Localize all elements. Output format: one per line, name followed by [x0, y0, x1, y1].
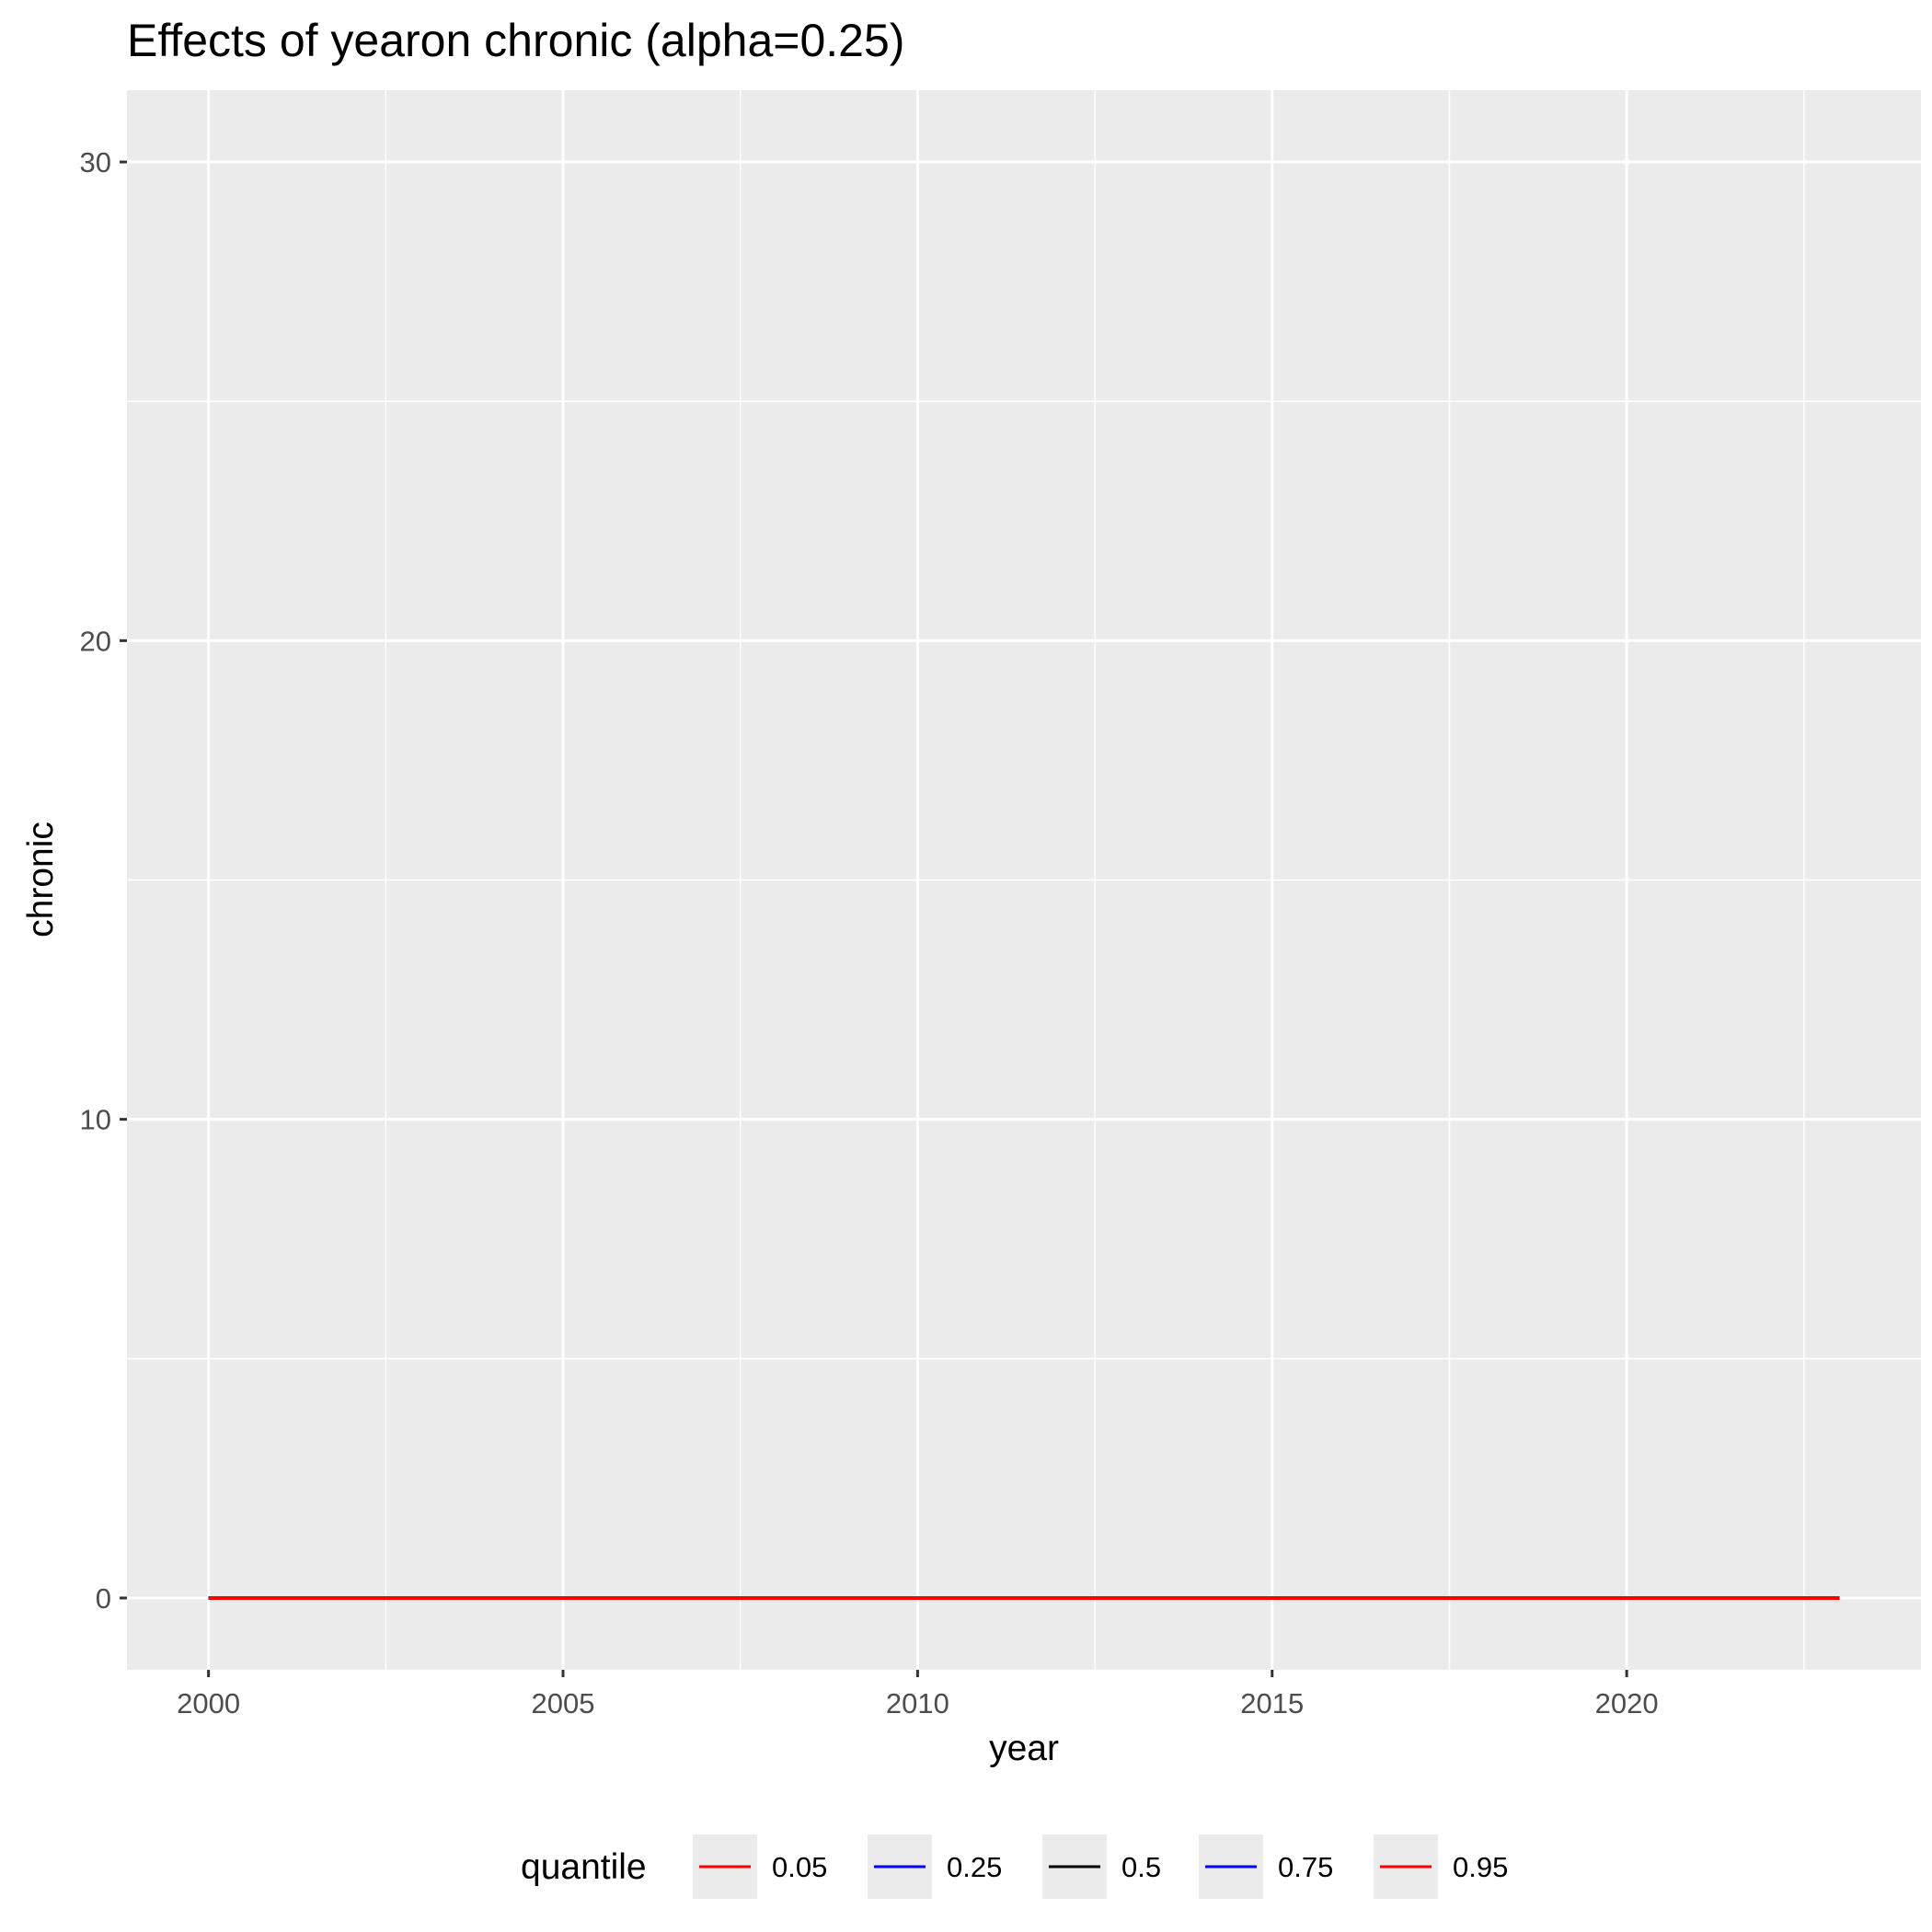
y-tick-label: 10: [80, 1104, 111, 1136]
y-tick-label: 20: [80, 625, 111, 657]
y-tick-label: 0: [96, 1582, 111, 1615]
legend-label: 0.5: [1121, 1851, 1161, 1883]
x-axis-title: year: [989, 1729, 1059, 1768]
chart-title: Effects of yearon chronic (alpha=0.25): [127, 15, 904, 66]
legend-label: 0.95: [1453, 1851, 1508, 1883]
x-tick-label: 2015: [1240, 1687, 1304, 1719]
legend-label: 0.05: [772, 1851, 827, 1883]
x-tick-label: 2005: [532, 1687, 595, 1719]
legend-items: 0.05 0.25 0.5 0.75 0.95: [693, 1834, 1508, 1899]
y-tick-label: 30: [80, 146, 111, 178]
legend-title: quantile: [521, 1847, 647, 1887]
x-tick-label: 2020: [1595, 1687, 1659, 1719]
legend-label: 0.75: [1278, 1851, 1333, 1883]
x-tick-label: 2000: [177, 1687, 240, 1719]
axes-layer: 2000 2005 2010 2015 2020 0 10 20 30: [80, 146, 1659, 1719]
x-tick-label: 2010: [886, 1687, 949, 1719]
y-axis-title: chronic: [21, 822, 61, 937]
legend: quantile 0.05 0.25 0.5 0.75 0.95: [521, 1834, 1508, 1899]
legend-label: 0.25: [947, 1851, 1002, 1883]
